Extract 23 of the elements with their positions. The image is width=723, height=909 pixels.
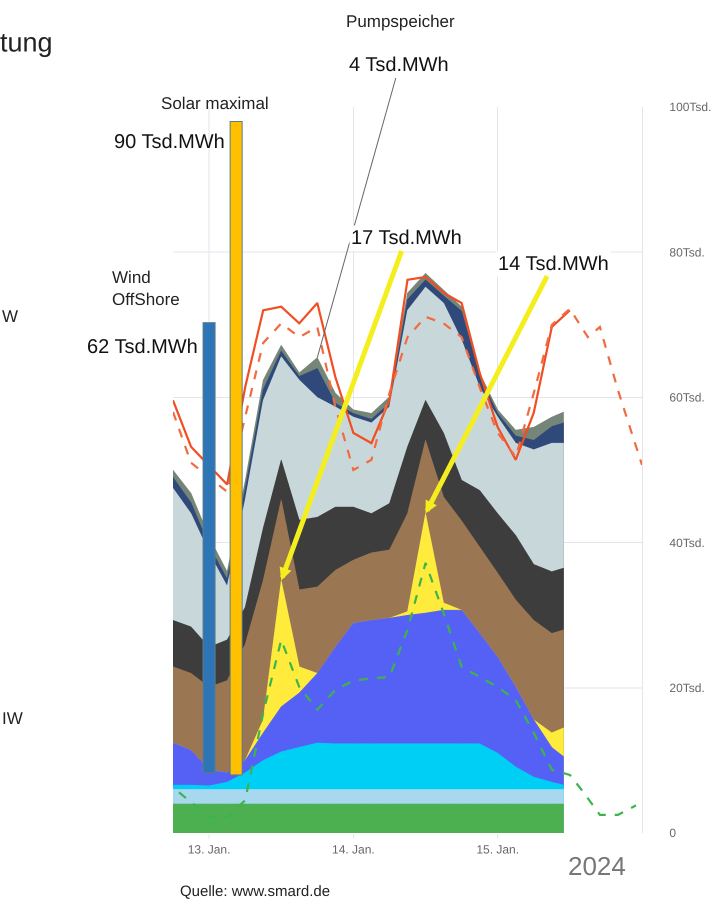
y-tick-label: 40Tsd. xyxy=(669,536,705,550)
series-label: Wind OffShore xyxy=(112,268,180,310)
chart-title: tung xyxy=(0,27,53,58)
text: 2024 xyxy=(568,851,626,881)
line-series xyxy=(178,562,638,818)
y-tick-label: 0 xyxy=(669,826,676,840)
annotation: 62 Tsd.MWh xyxy=(87,336,198,358)
y-tick-label: 80Tsd. xyxy=(669,245,705,260)
annotation: 4 Tsd.MWh xyxy=(349,54,449,76)
y-tick-label: 100Tsd. xyxy=(669,100,712,114)
annotation: 90 Tsd.MWh xyxy=(114,131,225,153)
y-tick-label: 60Tsd. xyxy=(669,390,705,405)
text: W xyxy=(2,307,18,326)
source-note: Quelle: www.smard.de xyxy=(180,883,330,900)
text: Pumpspeicher xyxy=(346,12,456,31)
text: IW xyxy=(2,709,23,728)
x-tick-label: 13. Jan. xyxy=(188,842,230,856)
x-tick-label: 15. Jan. xyxy=(476,842,520,856)
x-tick-label: 14. Jan. xyxy=(332,842,375,856)
y-tick-label: 20Tsd. xyxy=(669,681,705,695)
annotation: 17 Tsd.MWh xyxy=(351,227,462,249)
series-label: Solar maximal xyxy=(161,94,269,113)
annotation: 14 Tsd.MWh xyxy=(498,253,609,275)
